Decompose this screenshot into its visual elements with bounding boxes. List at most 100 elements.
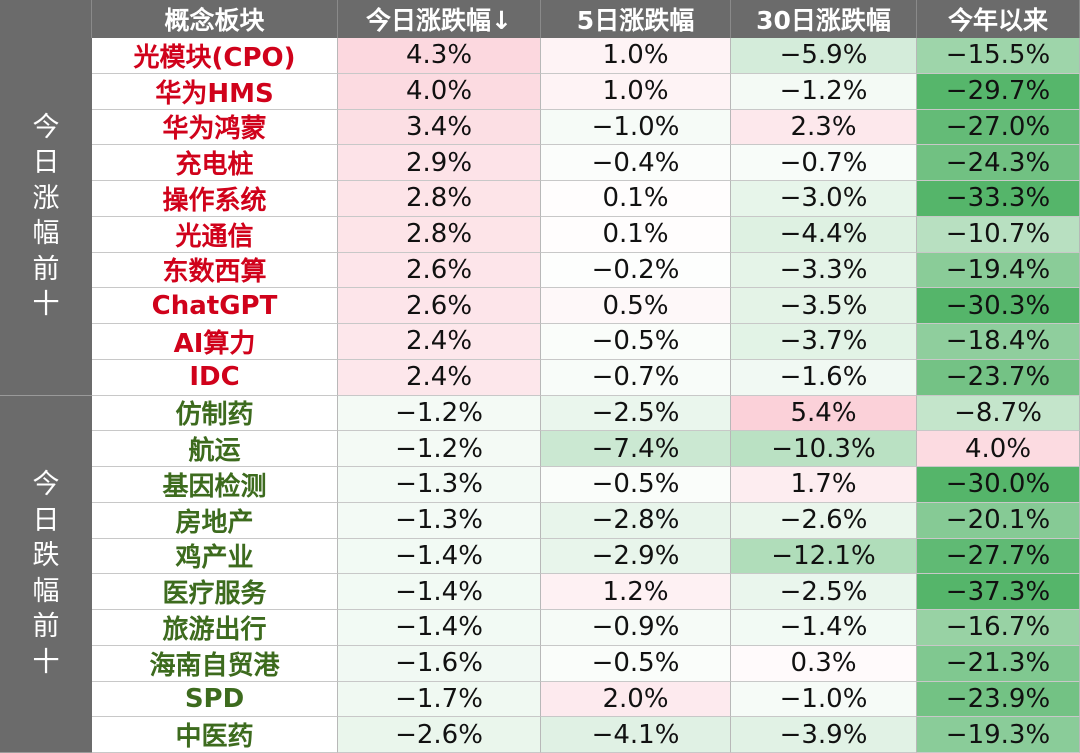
thirty-day-change-cell: 5.4% xyxy=(731,395,917,432)
thirty-day-change-cell: 1.7% xyxy=(731,467,917,503)
ytd-change-cell: −20.1% xyxy=(917,502,1080,539)
ytd-change-cell: −19.4% xyxy=(917,252,1080,289)
today-change-cell: −1.3% xyxy=(338,467,541,503)
header-today-change[interactable]: 今日涨跌幅↓ xyxy=(338,0,541,38)
header-corner xyxy=(0,0,92,38)
thirty-day-change-cell: −10.3% xyxy=(731,431,917,467)
five-day-change-cell: 1.0% xyxy=(541,38,731,74)
thirty-day-change-cell: −2.6% xyxy=(731,502,917,539)
thirty-day-change-cell: −3.7% xyxy=(731,324,917,360)
concept-name-cell: 光模块(CPO) xyxy=(92,38,338,74)
thirty-day-change-cell: −0.7% xyxy=(731,145,917,181)
concept-name-cell: ChatGPT xyxy=(92,288,338,324)
thirty-day-change-cell: −3.5% xyxy=(731,288,917,324)
five-day-change-cell: −4.1% xyxy=(541,717,731,753)
concept-name-cell: 光通信 xyxy=(92,216,338,253)
concept-name-cell: SPD xyxy=(92,681,338,718)
thirty-day-change-cell: −12.1% xyxy=(731,538,917,575)
five-day-change-cell: −1.0% xyxy=(541,109,731,146)
concept-name-cell: IDC xyxy=(92,359,338,396)
today-change-cell: 2.9% xyxy=(338,145,541,181)
today-change-cell: 2.4% xyxy=(338,359,541,396)
concept-name-cell: 旅游出行 xyxy=(92,610,338,646)
concept-name-cell: 基因检测 xyxy=(92,467,338,503)
ytd-change-cell: −23.9% xyxy=(917,681,1080,718)
thirty-day-change-cell: −3.9% xyxy=(731,717,917,753)
concept-name-cell: 鸡产业 xyxy=(92,538,338,575)
thirty-day-change-cell: −5.9% xyxy=(731,38,917,74)
today-change-cell: −1.6% xyxy=(338,645,541,682)
thirty-day-change-cell: −3.0% xyxy=(731,181,917,217)
ytd-change-cell: −30.0% xyxy=(917,467,1080,503)
concept-name-cell: 房地产 xyxy=(92,502,338,539)
concept-name-cell: 华为HMS xyxy=(92,73,338,110)
thirty-day-change-cell: 2.3% xyxy=(731,109,917,146)
thirty-day-change-cell: −2.5% xyxy=(731,574,917,610)
ytd-change-cell: −24.3% xyxy=(917,145,1080,181)
header-ytd-change[interactable]: 今年以来 xyxy=(917,0,1080,38)
ytd-change-cell: −16.7% xyxy=(917,610,1080,646)
ytd-change-cell: −29.7% xyxy=(917,73,1080,110)
five-day-change-cell: 1.2% xyxy=(541,574,731,610)
five-day-change-cell: −0.5% xyxy=(541,324,731,360)
today-change-cell: 4.3% xyxy=(338,38,541,74)
thirty-day-change-cell: −3.3% xyxy=(731,252,917,289)
header-5day-change[interactable]: 5日涨跌幅 xyxy=(541,0,731,38)
today-change-cell: −1.4% xyxy=(338,610,541,646)
concept-name-cell: AI算力 xyxy=(92,324,338,360)
today-change-cell: 2.6% xyxy=(338,252,541,289)
ytd-change-cell: 4.0% xyxy=(917,431,1080,467)
concept-name-cell: 航运 xyxy=(92,431,338,467)
ytd-change-cell: −37.3% xyxy=(917,574,1080,610)
five-day-change-cell: 0.1% xyxy=(541,181,731,217)
concept-name-cell: 操作系统 xyxy=(92,181,338,217)
today-change-cell: −1.3% xyxy=(338,502,541,539)
concept-name-cell: 东数西算 xyxy=(92,252,338,289)
today-change-cell: −1.2% xyxy=(338,395,541,432)
five-day-change-cell: −2.9% xyxy=(541,538,731,575)
thirty-day-change-cell: −1.0% xyxy=(731,681,917,718)
today-change-cell: −1.2% xyxy=(338,431,541,467)
thirty-day-change-cell: −1.6% xyxy=(731,359,917,396)
five-day-change-cell: 0.5% xyxy=(541,288,731,324)
today-change-cell: 2.6% xyxy=(338,288,541,324)
five-day-change-cell: −0.7% xyxy=(541,359,731,396)
five-day-change-cell: 1.0% xyxy=(541,73,731,110)
ytd-change-cell: −21.3% xyxy=(917,645,1080,682)
today-change-cell: −1.4% xyxy=(338,538,541,575)
today-change-cell: 4.0% xyxy=(338,73,541,110)
ytd-change-cell: −33.3% xyxy=(917,181,1080,217)
today-change-cell: 2.8% xyxy=(338,216,541,253)
ytd-change-cell: −27.7% xyxy=(917,538,1080,575)
ytd-change-cell: −19.3% xyxy=(917,717,1080,753)
concept-name-cell: 充电桩 xyxy=(92,145,338,181)
ytd-change-cell: −8.7% xyxy=(917,395,1080,432)
thirty-day-change-cell: 0.3% xyxy=(731,645,917,682)
today-change-cell: −1.7% xyxy=(338,681,541,718)
concept-name-cell: 医疗服务 xyxy=(92,574,338,610)
today-change-cell: 2.8% xyxy=(338,181,541,217)
concept-name-cell: 仿制药 xyxy=(92,395,338,432)
ytd-change-cell: −10.7% xyxy=(917,216,1080,253)
group-label-top-losers-text: 今日跌幅前十 xyxy=(32,469,60,678)
today-change-cell: −1.4% xyxy=(338,574,541,610)
five-day-change-cell: −0.9% xyxy=(541,610,731,646)
five-day-change-cell: −2.8% xyxy=(541,502,731,539)
ytd-change-cell: −18.4% xyxy=(917,324,1080,360)
five-day-change-cell: −0.4% xyxy=(541,145,731,181)
group-label-top-losers: 今日跌幅前十 xyxy=(0,395,92,753)
concept-name-cell: 海南自贸港 xyxy=(92,645,338,682)
ytd-change-cell: −30.3% xyxy=(917,288,1080,324)
concept-name-cell: 华为鸿蒙 xyxy=(92,109,338,146)
thirty-day-change-cell: −1.4% xyxy=(731,610,917,646)
today-change-cell: 3.4% xyxy=(338,109,541,146)
five-day-change-cell: −2.5% xyxy=(541,395,731,432)
five-day-change-cell: −7.4% xyxy=(541,431,731,467)
thirty-day-change-cell: −4.4% xyxy=(731,216,917,253)
today-change-cell: 2.4% xyxy=(338,324,541,360)
ytd-change-cell: −23.7% xyxy=(917,359,1080,396)
ytd-change-cell: −15.5% xyxy=(917,38,1080,74)
group-label-top-gainers-text: 今日涨幅前十 xyxy=(32,111,60,321)
five-day-change-cell: −0.2% xyxy=(541,252,731,289)
header-30day-change[interactable]: 30日涨跌幅 xyxy=(731,0,917,38)
